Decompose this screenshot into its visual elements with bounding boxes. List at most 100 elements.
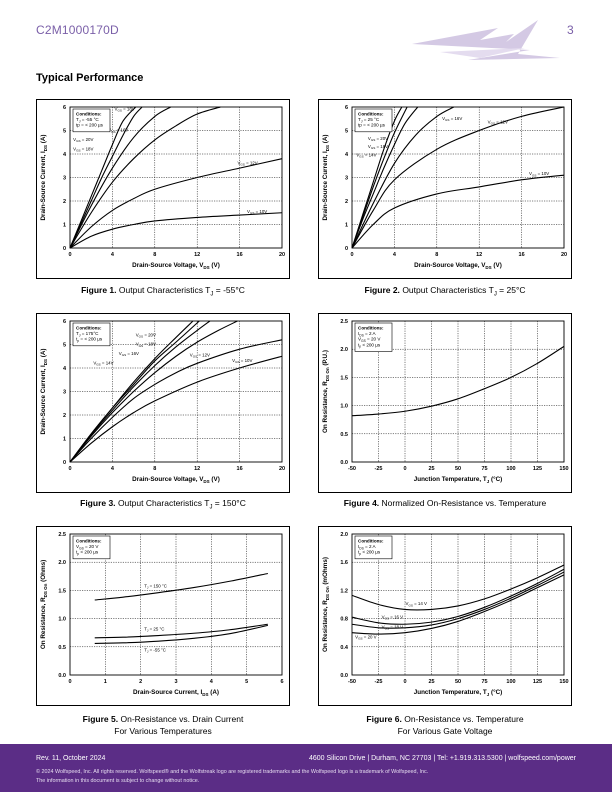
y-tick-label: 4 — [345, 152, 349, 158]
conditions-frame — [72, 322, 111, 347]
x-tick-label: 150 — [559, 679, 568, 685]
conditions-line: Conditions: — [76, 112, 102, 117]
conditions-line: Conditions: — [358, 539, 384, 544]
figure-3-caption-tail: = 150°C — [212, 498, 246, 508]
series-line — [351, 106, 403, 249]
curve-label: VGS = 16V — [442, 116, 462, 122]
conditions-line: VGS = 20 V — [358, 337, 381, 343]
x-tick-label: 12 — [194, 466, 200, 472]
figure-2-caption: Figure 2. Output Characteristics TJ = 25… — [318, 284, 572, 301]
y-tick-label: 0.8 — [340, 617, 348, 623]
x-tick-label: 20 — [279, 466, 285, 472]
figure-3-caption-text: Output Characteristics T — [117, 498, 210, 508]
y-tick-label: 2.5 — [58, 532, 66, 538]
x-tick-label: 8 — [435, 252, 438, 258]
conditions-line: TJ = 175°C — [76, 331, 99, 337]
x-tick-label: 25 — [428, 679, 434, 685]
conditions-line: TJ = 25 °C — [358, 117, 380, 123]
y-tick-label: 1.5 — [340, 375, 348, 381]
conditions-line: Conditions: — [76, 539, 102, 544]
series-line — [94, 623, 268, 639]
figure-5-panel: 0 1 2 3 4 5 6 0.0 0.5 1.0 1.5 2.0 2.5 TJ = 150 °C TJ =… — [36, 526, 290, 706]
x-tick-label: 3 — [174, 679, 177, 685]
wolfstreak-logo — [412, 20, 560, 60]
figure-6-caption-number: Figure 6. — [366, 714, 402, 724]
figure-3-caption: Figure 3. Output Characteristics TJ = 15… — [36, 497, 290, 514]
curve-label: VGS = 10V — [529, 171, 549, 177]
y-tick-label: 5 — [63, 129, 66, 135]
conditions-line: tp < 200 µs — [76, 550, 99, 556]
figure-3-caption-number: Figure 3. — [80, 498, 116, 508]
curve-label: VGS = 10V — [247, 209, 267, 215]
y-tick-label: 2.0 — [58, 560, 66, 566]
series-line — [69, 212, 283, 249]
figure-4-caption: Figure 4. Normalized On-Resistance vs. T… — [318, 497, 572, 509]
conditions-box: Conditions:TJ = -55 °Ctp = < 200 µs — [72, 108, 111, 133]
conditions-line: IDS = 2 A — [358, 544, 377, 550]
curve-label: VGS = 16 V — [382, 615, 403, 621]
y-tick-label: 1 — [63, 437, 66, 443]
x-tick-label: 4 — [111, 252, 115, 258]
x-tick-label: -50 — [348, 679, 356, 685]
x-tick-label: 6 — [280, 679, 283, 685]
conditions-frame — [72, 535, 111, 560]
conditions-line: Conditions: — [358, 326, 384, 331]
figure-6-caption-text: On-Resistance vs. Temperature — [404, 714, 524, 724]
y-tick-label: 1 — [345, 223, 348, 229]
y-tick-label: 5 — [345, 129, 348, 135]
y-tick-label: 2.0 — [340, 347, 348, 353]
figure-2-panel: 0 4 8 12 16 20 0 1 2 3 4 5 6 VGS = 16V VGS = 12V VGS = … — [318, 99, 572, 279]
x-tick-label: -25 — [375, 466, 383, 472]
x-tick-label: 12 — [476, 252, 482, 258]
x-axis-title: Junction Temperature, TJ (°C) — [414, 475, 503, 484]
x-axis-title: Drain-Source Voltage, VDS (V) — [132, 262, 220, 270]
y-tick-label: 0.0 — [58, 673, 66, 679]
conditions-frame — [354, 108, 393, 133]
series-line — [94, 572, 268, 601]
figure-5-caption-text: On-Resistance vs. Drain Current — [120, 714, 244, 724]
y-tick-label: 6 — [63, 105, 66, 111]
figure-1-caption-sub: J — [210, 291, 214, 298]
footer-address: 4600 Silicon Drive | Durham, NC 27703 | … — [308, 755, 576, 762]
curve-label: VGS = 20V — [73, 137, 93, 143]
series-line — [351, 574, 565, 635]
series-line — [351, 568, 565, 625]
x-tick-label: 100 — [506, 679, 515, 685]
part-number: C2M1000170D — [36, 23, 119, 37]
figure-4-caption-number: Figure 4. — [343, 498, 380, 508]
curve-label: VGS = 14V — [93, 360, 113, 366]
y-tick-label: 3 — [63, 390, 66, 396]
series-line — [69, 320, 200, 463]
x-axis-title: Drain-Source Voltage, VDS (V) — [414, 262, 502, 270]
series-line — [69, 106, 143, 249]
conditions-box: Conditions:VGS = 20 Vtp < 200 µs — [72, 535, 111, 560]
x-tick-label: 16 — [237, 466, 243, 472]
x-tick-label: 4 — [111, 466, 115, 472]
y-tick-label: 2 — [63, 413, 66, 419]
curve-label: VGS = 14V — [356, 152, 376, 158]
conditions-line: TJ = -55 °C — [76, 117, 99, 123]
x-tick-label: 125 — [533, 679, 542, 685]
y-tick-label: 2 — [345, 199, 348, 205]
x-tick-label: 0 — [68, 679, 71, 685]
curve-label: VGS = 18 V — [382, 624, 403, 630]
curve-label: VGS = 20 V — [355, 634, 376, 640]
plot-frame — [351, 320, 565, 463]
figure-1-caption-number: Figure 1. — [81, 285, 117, 295]
series-line — [69, 355, 283, 463]
curve-label: VGS = 14 V — [406, 601, 427, 607]
series-line — [69, 320, 238, 463]
y-tick-label: 4 — [63, 366, 67, 372]
series-line — [69, 158, 283, 249]
series-line — [69, 320, 211, 463]
x-tick-label: 0 — [403, 466, 406, 472]
curve-label: VGS = 18V — [368, 144, 388, 150]
x-tick-label: -50 — [348, 466, 356, 472]
x-axis-title: Drain-Source Voltage, VDS (V) — [132, 476, 220, 484]
y-axis-title: Drain-Source Current, IDS (A) — [40, 134, 48, 220]
series-line — [69, 106, 171, 249]
curve-label: VGS = 18V — [115, 107, 135, 113]
conditions-line: tp = < 200 µs — [358, 123, 386, 128]
